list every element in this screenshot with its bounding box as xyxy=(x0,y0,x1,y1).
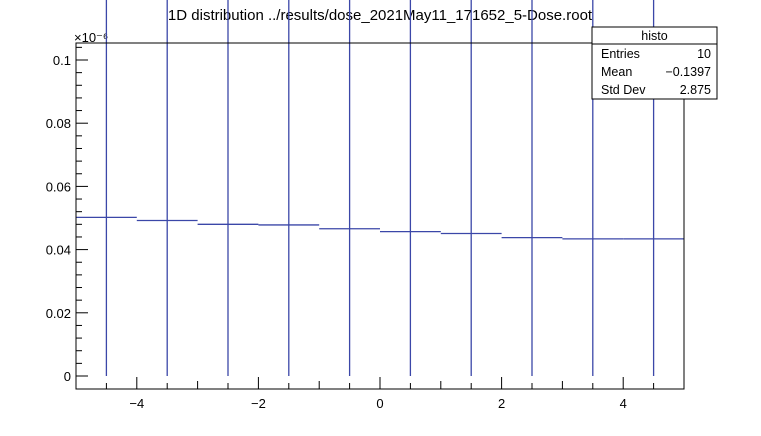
stats-box-title: histo xyxy=(641,29,667,43)
y-tick-label: 0.1 xyxy=(53,53,71,68)
stats-row-label: Mean xyxy=(601,65,632,79)
y-tick-label: 0.06 xyxy=(46,179,71,194)
stats-row-value: 10 xyxy=(697,47,711,61)
stats-row-value: −0.1397 xyxy=(665,65,711,79)
y-axis-exponent: ×10⁻⁶ xyxy=(74,30,108,45)
stats-row-label: Entries xyxy=(601,47,640,61)
chart-title: 1D distribution ../results/dose_2021May1… xyxy=(168,7,593,24)
x-tick-label: 0 xyxy=(376,396,383,411)
x-tick-label: −2 xyxy=(251,396,266,411)
y-tick-label: 0.08 xyxy=(46,116,71,131)
x-tick-label: 4 xyxy=(620,396,627,411)
stats-box xyxy=(591,26,718,100)
y-tick-label: 0.04 xyxy=(46,243,71,258)
x-tick-label: −4 xyxy=(129,396,144,411)
x-tick-label: 2 xyxy=(498,396,505,411)
y-tick-label: 0.02 xyxy=(46,306,71,321)
y-tick-label: 0 xyxy=(64,369,71,384)
stats-row-label: Std Dev xyxy=(601,83,646,97)
stats-row-value: 2.875 xyxy=(680,83,711,97)
